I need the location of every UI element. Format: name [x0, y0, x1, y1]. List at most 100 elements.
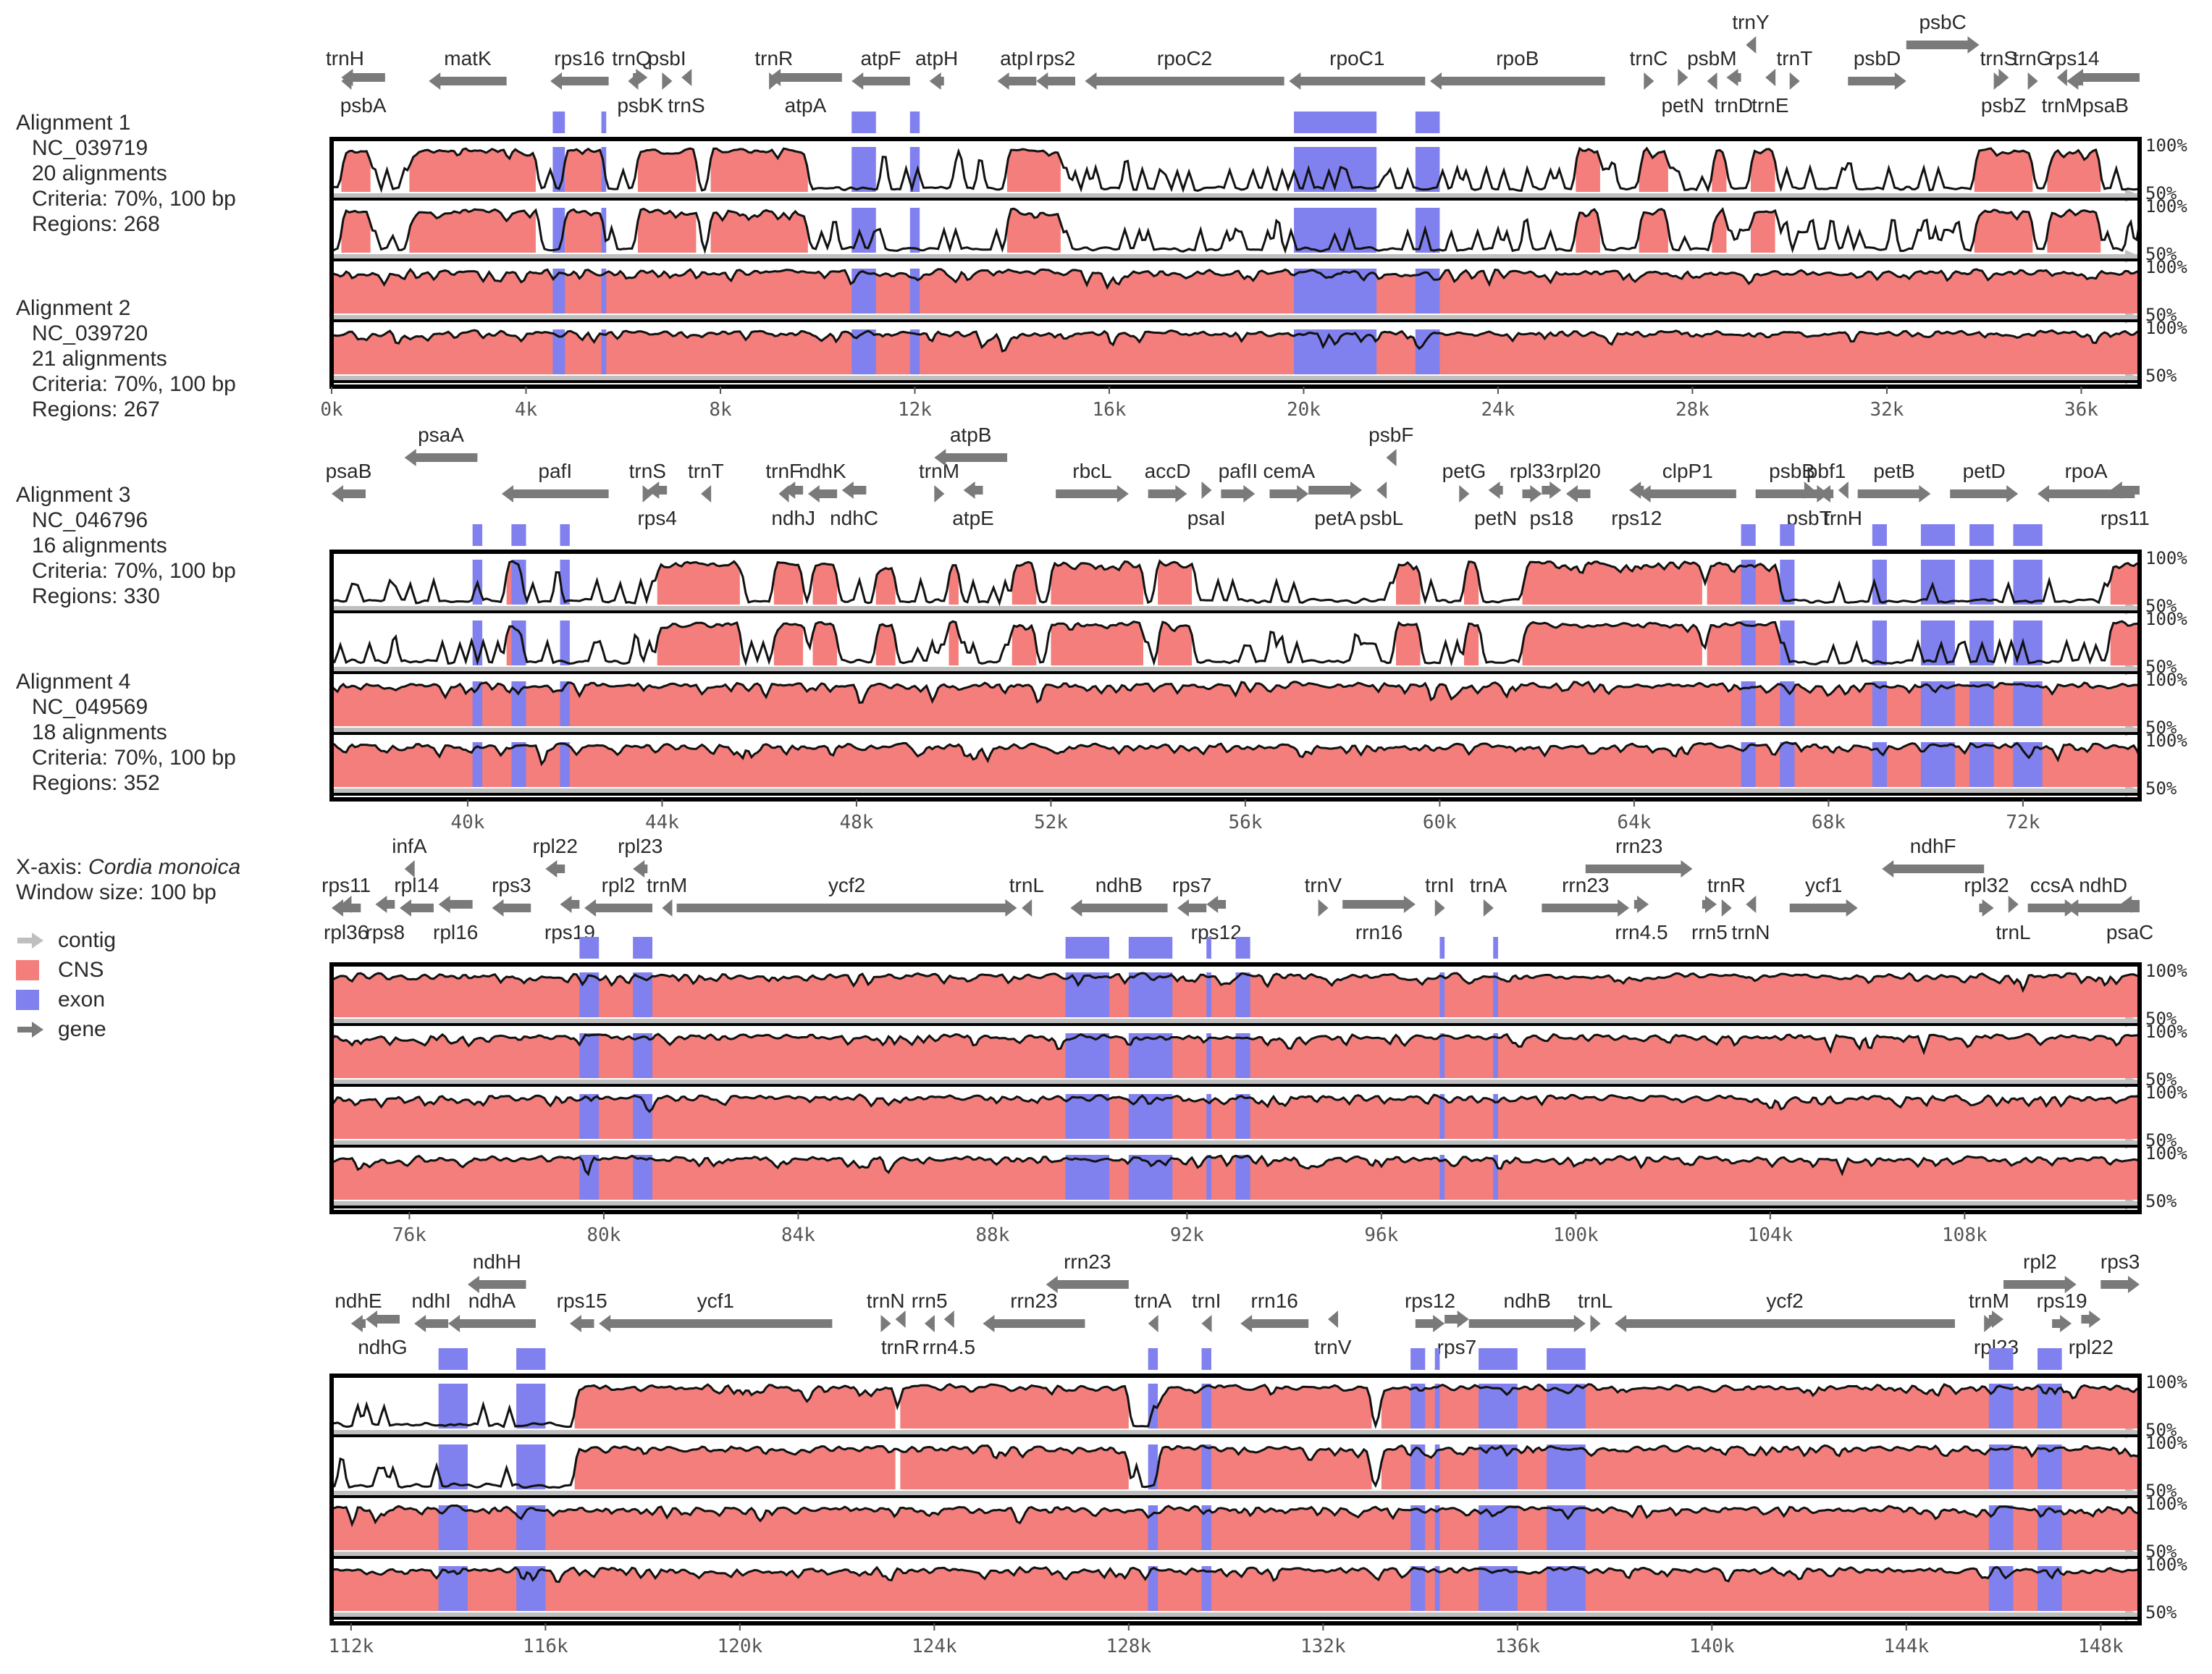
gene-psbC: psbC: [1906, 11, 1980, 54]
exon-area: [1201, 1444, 1211, 1489]
gene-label: rps7: [1437, 1336, 1476, 1358]
gene-atpE: atpE: [952, 481, 994, 529]
gene-arrow: [997, 72, 1037, 90]
exon-area: [1988, 1384, 2014, 1429]
cns-area: [332, 1567, 2140, 1611]
gene-label: petG: [1442, 460, 1486, 482]
gene-trnI: trnI: [1425, 874, 1455, 917]
gene-trnE: trnE: [1751, 69, 1789, 117]
xtick-label: 36k: [2064, 399, 2098, 421]
gene-rps12: rps12: [1611, 481, 1662, 529]
gene-label: rps3: [492, 874, 531, 896]
ytick-100: 100%: [2145, 961, 2187, 981]
gene-arrow: [2027, 899, 2077, 917]
gene-label: psbD: [1854, 47, 1901, 70]
gene-arrow: [1289, 72, 1426, 90]
gene-arrow: [341, 69, 385, 86]
gene-label: rbcL: [1072, 460, 1111, 482]
gene-trnR: trnR: [754, 47, 793, 90]
y-ticks: 100% 50%: [2145, 1022, 2187, 1090]
gene-arrow: [599, 1315, 833, 1332]
gene-arrow: [2052, 1315, 2072, 1332]
exon-area: [1065, 1155, 1109, 1200]
exon-area: [1479, 1566, 1518, 1611]
panel-2: psaA psaB pafI trnS rps4 trnT trnF ndhJ ndhK ndhC…: [326, 424, 2188, 833]
exon-area: [1872, 621, 1887, 665]
gene-ndhI: ndhI: [411, 1290, 451, 1332]
identity-curve: [331, 1504, 2140, 1528]
gene-psbI: psbI: [648, 47, 686, 90]
gene-arrow: [2072, 69, 2140, 86]
gene-petN: petN: [1474, 481, 1517, 529]
gene-arrow: [429, 72, 507, 90]
gene-label: trnM: [919, 460, 959, 482]
gene-arrow: [943, 1311, 954, 1328]
xtick-label: 16k: [1092, 399, 1126, 421]
ytick-100: 100%: [2145, 135, 2187, 156]
alignment-info-1: Alignment 1 NC_039719 20 alignments Criteri…: [16, 110, 236, 237]
gene-arrow: [1565, 485, 1591, 502]
gene-label: trnR: [881, 1336, 920, 1358]
gene-label: atpF: [860, 47, 901, 70]
gene-rpl20: rpl20: [1556, 460, 1601, 502]
ytick-100: 100%: [2145, 1143, 2187, 1164]
gene-trnL: trnL: [1996, 896, 2031, 943]
gene-label: rps16: [554, 47, 605, 70]
exon-area: [560, 681, 570, 726]
gene-label: ndhI: [411, 1290, 451, 1312]
exon-area: [511, 560, 526, 605]
exon-marker: [438, 1348, 468, 1370]
plot-frame: [329, 1374, 2142, 1625]
contig-bar: [332, 315, 2140, 320]
contig-bar: [332, 1430, 2140, 1435]
gene-label: ndhD: [2079, 874, 2127, 896]
gene-arrow: [1434, 899, 1445, 917]
exon-area: [1415, 269, 1440, 314]
gene-label: ndhA: [468, 1290, 516, 1312]
exon-marker: [1920, 524, 1955, 546]
xtick-label: 60k: [1423, 812, 1457, 833]
exon-area: [1206, 1155, 1211, 1200]
ytick-100: 100%: [2145, 196, 2187, 216]
gene-rrn23: rrn23: [1585, 835, 1693, 878]
gene-arrow: [1848, 72, 1906, 90]
exon-area: [511, 621, 526, 665]
gene-arrow: [1148, 485, 1187, 502]
alignment-criteria: Criteria: 70%, 100 bp: [32, 187, 236, 211]
exon-marker: [472, 524, 483, 546]
gene-psaC: psaC: [2106, 896, 2153, 943]
gene-arrow: [1678, 69, 1689, 86]
gene-rbcL: rbcL: [1056, 460, 1129, 502]
gene-ndhG: ndhG: [358, 1311, 408, 1358]
exon-area: [1434, 1566, 1440, 1611]
alignment-criteria: Criteria: 70%, 100 bp: [32, 372, 236, 396]
identity-curve: [331, 559, 2140, 607]
exon-area: [1741, 681, 1756, 726]
legend: contig CNS exon gene: [16, 925, 116, 1044]
gene-trnA: trnA: [1135, 1290, 1172, 1332]
gene-arrow: [1221, 485, 1256, 502]
alignment-accession: NC_049569: [32, 695, 148, 719]
gene-rps7: rps7: [1437, 1311, 1476, 1358]
alignment-title: Alignment 3: [16, 483, 131, 507]
gene-label: trnR: [754, 47, 793, 70]
gene-arrow: [647, 481, 668, 499]
gene-rps3: rps3: [492, 874, 531, 917]
contig-bar: [332, 1019, 2140, 1024]
gene-label: psbA: [340, 94, 387, 117]
gene-psbF: psbF: [1368, 424, 1413, 466]
alignment-info-2: Alignment 2 NC_039720 21 alignments Criteri…: [16, 295, 236, 422]
gene-rpoA: rpoA: [2038, 460, 2135, 502]
exon-area: [516, 1505, 546, 1550]
exon-area: [1128, 1155, 1173, 1200]
exon-area: [516, 1384, 546, 1429]
exon-area: [1434, 1384, 1440, 1429]
gene-label: rps11: [321, 874, 371, 896]
exon-marker: [1206, 937, 1211, 959]
gene-arrow: [681, 69, 692, 86]
exon-area: [1415, 208, 1440, 253]
gene-rps3: rps3: [2100, 1250, 2140, 1293]
exon-area: [1741, 742, 1756, 787]
gene-arrow: [1148, 1315, 1158, 1332]
ytick-100: 100%: [2145, 609, 2187, 629]
